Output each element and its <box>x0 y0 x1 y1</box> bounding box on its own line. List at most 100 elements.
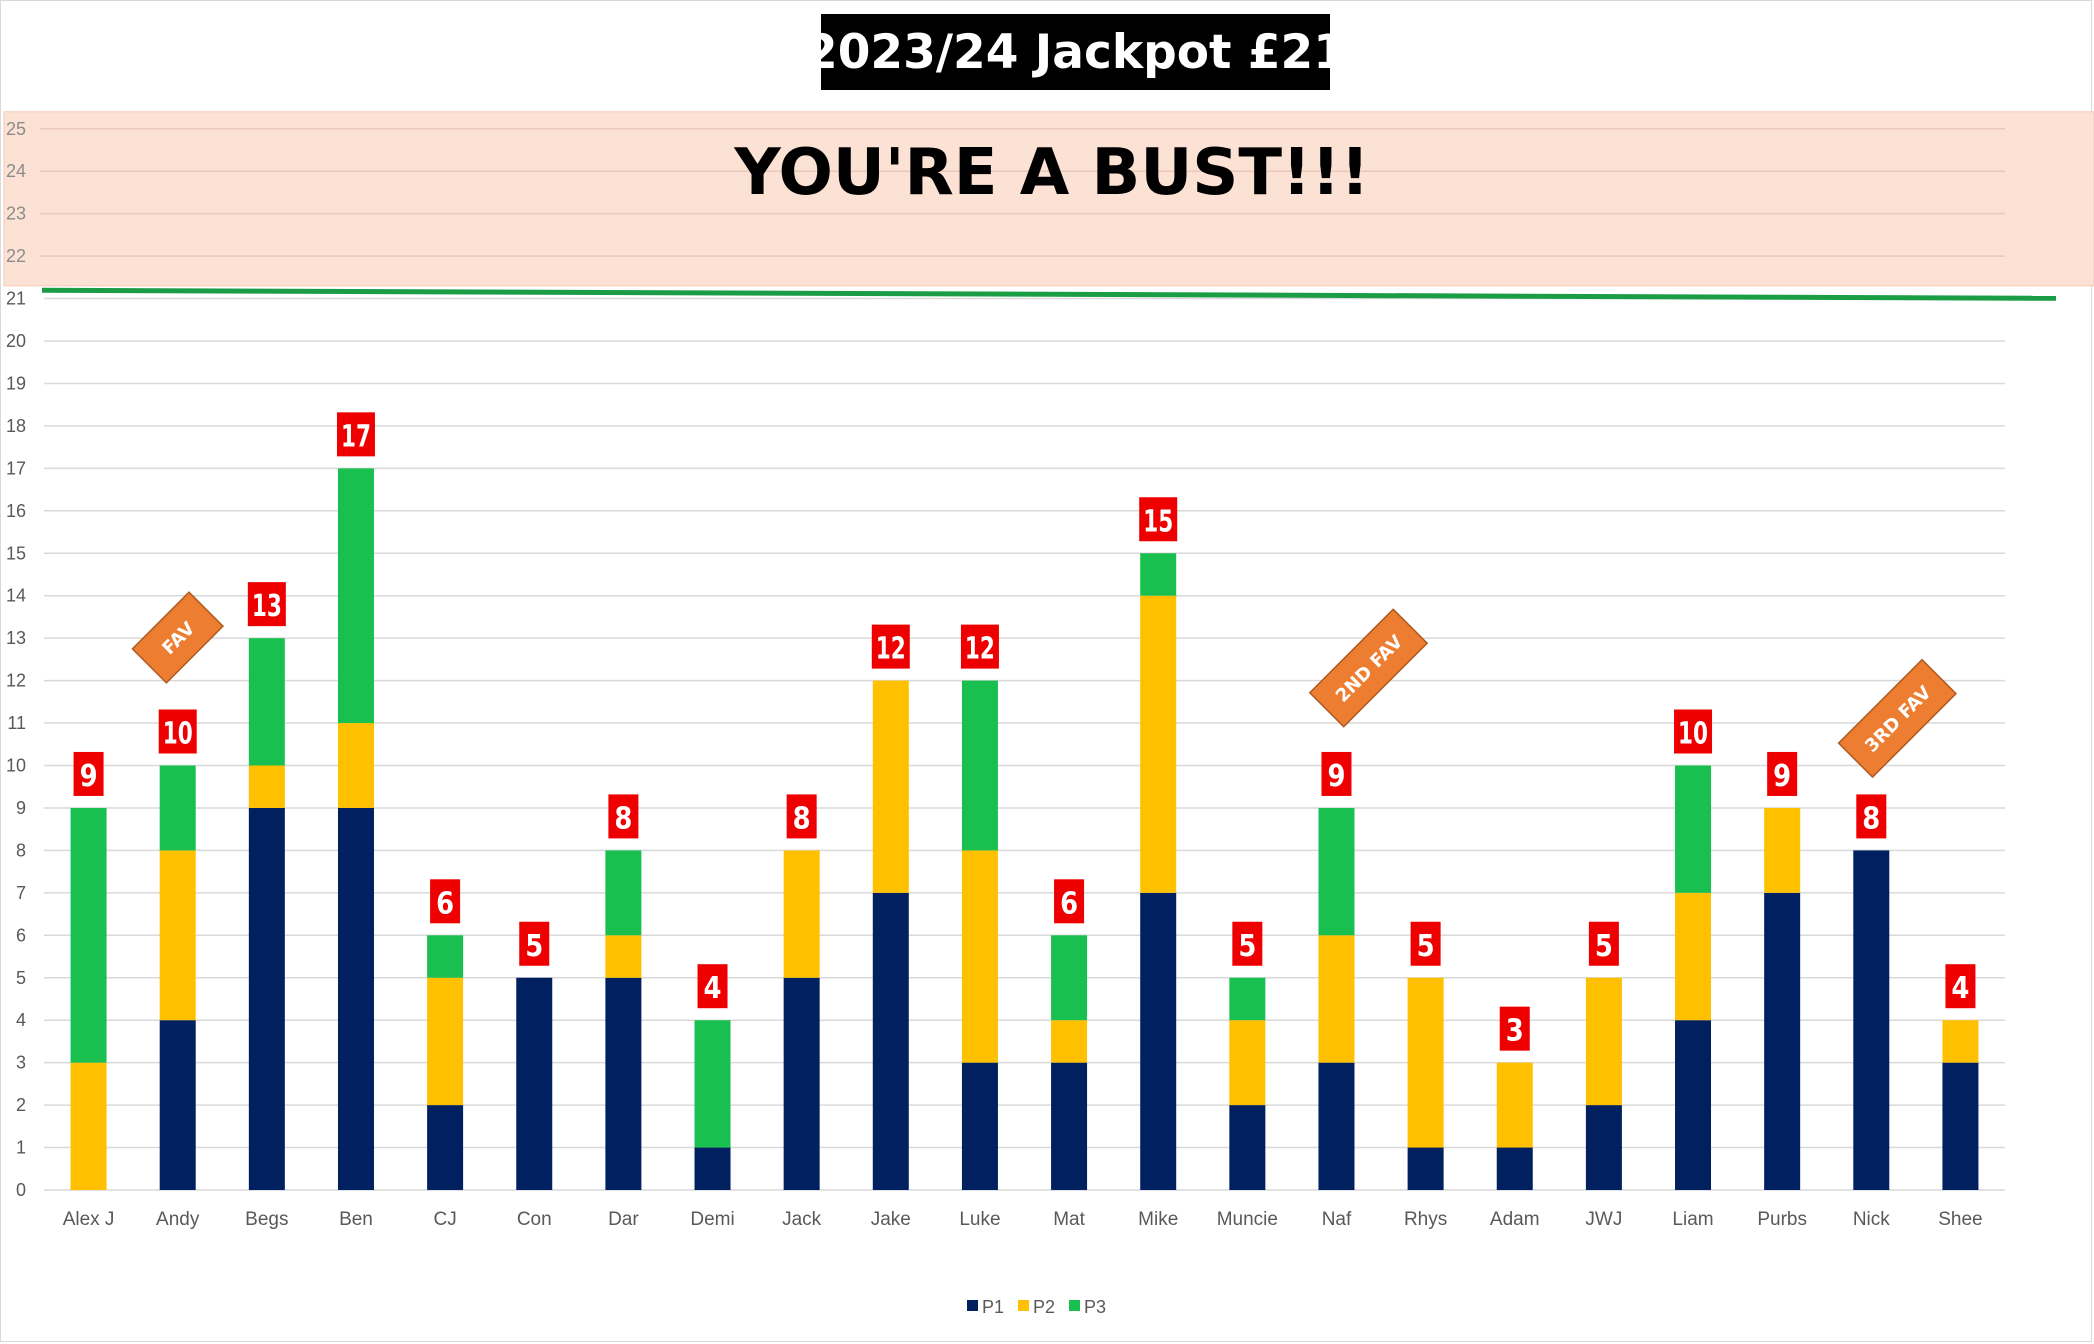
bar-segment-p1 <box>605 977 642 1190</box>
bar-segment-p1 <box>783 977 820 1190</box>
bar-segment-p1 <box>1764 892 1801 1190</box>
total-label-box <box>158 709 197 754</box>
total-label: 9 <box>80 759 98 794</box>
x-tick-label: Dar <box>608 1209 639 1230</box>
bar-segment-p2 <box>872 680 909 893</box>
total-label: 10 <box>1678 717 1708 752</box>
y-tick-label: 5 <box>16 968 26 988</box>
bar-segment-p2 <box>1764 807 1801 893</box>
legend-label: P3 <box>1084 1297 1106 1317</box>
bar-segment-p2 <box>783 850 820 978</box>
bar-segment-p2 <box>427 977 464 1106</box>
target-line <box>41 287 2057 301</box>
total-label-box <box>1674 709 1713 754</box>
bar-segment-p3 <box>70 807 107 1063</box>
bar-segment-p3 <box>159 765 196 851</box>
bar-segment-p1 <box>1853 850 1890 1190</box>
favourite-tag-box <box>1308 608 1429 728</box>
y-tick-label: 16 <box>6 501 26 521</box>
total-label: 5 <box>1238 929 1256 964</box>
x-tick-label: Naf <box>1322 1209 1352 1230</box>
bar-segment-p1 <box>961 1062 998 1190</box>
bar-segment-p1 <box>1407 1147 1444 1190</box>
x-tick-label: Begs <box>245 1209 288 1230</box>
bar-segment-p3 <box>337 468 374 724</box>
total-label-box <box>697 964 728 1009</box>
total-label: 4 <box>1951 971 1969 1006</box>
total-label-box <box>608 794 639 839</box>
y-tick-label: 13 <box>6 628 26 648</box>
bar-segment-p1 <box>159 1020 196 1190</box>
y-tick-label: 1 <box>16 1138 26 1158</box>
bar-segment-p3 <box>427 935 464 978</box>
bar-segment-p3 <box>1051 935 1088 1021</box>
total-label: 9 <box>1327 759 1345 794</box>
total-label-box <box>1856 794 1887 839</box>
total-label-box <box>960 624 999 669</box>
y-tick-label: 6 <box>16 925 26 945</box>
y-tick-label: 4 <box>16 1010 26 1030</box>
y-tick-label: 8 <box>16 840 26 860</box>
y-tick-label: 22 <box>6 246 26 266</box>
legend-swatch-p1 <box>967 1300 978 1311</box>
bar-segment-p2 <box>1675 892 1712 1021</box>
x-tick-label: Liam <box>1672 1209 1713 1230</box>
x-tick-label: Alex J <box>63 1209 115 1230</box>
total-label: 8 <box>1862 801 1880 836</box>
bar-segment-p1 <box>1675 1020 1712 1190</box>
y-tick-label: 23 <box>6 204 26 224</box>
x-tick-label: Adam <box>1490 1209 1540 1230</box>
bar-segment-p2 <box>337 723 374 808</box>
bar-segment-p1 <box>1318 1062 1355 1190</box>
x-tick-label: CJ <box>433 1209 456 1230</box>
y-tick-label: 20 <box>6 331 26 351</box>
x-tick-label: Purbs <box>1757 1209 1807 1230</box>
x-tick-label: Demi <box>690 1209 734 1230</box>
total-label-box <box>1054 879 1085 924</box>
x-tick-label: Mat <box>1053 1209 1085 1230</box>
y-tick-label: 14 <box>6 586 26 606</box>
y-tick-label: 0 <box>16 1180 26 1200</box>
y-tick-label: 9 <box>16 798 26 818</box>
x-tick-label: Nick <box>1853 1209 1890 1230</box>
bar-segment-p1 <box>1585 1105 1622 1190</box>
y-tick-label: 3 <box>16 1053 26 1073</box>
total-label-box <box>430 879 461 924</box>
total-label-box <box>247 582 286 627</box>
y-tick-label: 25 <box>6 119 26 139</box>
total-label-box <box>786 794 817 839</box>
total-label-box <box>1499 1006 1530 1051</box>
total-label: 15 <box>1143 504 1173 539</box>
x-tick-label: Luke <box>959 1209 1000 1230</box>
bar-segment-p2 <box>961 850 998 1063</box>
total-label-box <box>1945 964 1976 1009</box>
favourite-tag-box <box>1837 658 1958 779</box>
total-label: 5 <box>1417 929 1435 964</box>
bar-segment-p2 <box>159 850 196 1021</box>
y-tick-label: 10 <box>6 756 26 776</box>
bar-segment-p1 <box>427 1105 464 1190</box>
total-label: 12 <box>876 632 906 667</box>
legend: P1 P2 P3 <box>967 1297 1106 1317</box>
total-label-box <box>1232 921 1263 966</box>
x-tick-label: Rhys <box>1404 1209 1447 1230</box>
legend-label: P2 <box>1033 1297 1055 1317</box>
chart-title: 2023/24 Jackpot £21 <box>805 24 1346 80</box>
x-tick-label: Andy <box>156 1209 200 1230</box>
y-tick-label: 19 <box>6 373 26 393</box>
x-tick-label: Ben <box>339 1209 373 1230</box>
bar-segment-p3 <box>1318 807 1355 936</box>
bar-segment-p3 <box>694 1020 731 1148</box>
favourite-tag-box <box>131 591 225 684</box>
bar-segment-p3 <box>1140 553 1177 596</box>
y-tick-label: 24 <box>6 161 26 181</box>
bar-segment-p3 <box>961 680 998 851</box>
bar-segment-p2 <box>70 1062 107 1190</box>
bar-segment-p1 <box>1942 1062 1979 1190</box>
bar-segment-p1 <box>337 807 374 1190</box>
chart-title-box: 2023/24 Jackpot £21 <box>805 14 1346 90</box>
total-label: 5 <box>525 929 543 964</box>
bar-segment-p2 <box>1496 1062 1533 1148</box>
